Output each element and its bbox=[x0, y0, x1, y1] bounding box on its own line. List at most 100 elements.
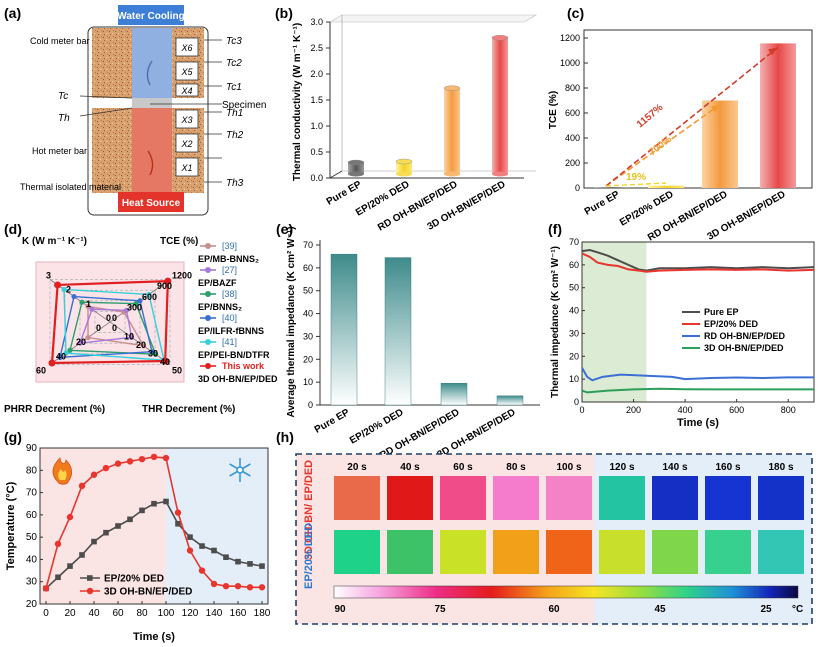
d-tick-label: 30 bbox=[148, 348, 158, 358]
panel-label-e: (e) bbox=[276, 221, 293, 237]
b-bars bbox=[347, 35, 509, 177]
d-legend-name: EP/MB-BNNS₂ bbox=[198, 254, 259, 264]
g-legend-marker bbox=[86, 587, 94, 595]
h-cell-row2 bbox=[387, 530, 433, 574]
e-bars bbox=[330, 253, 524, 406]
hot-meter-bar-left bbox=[92, 108, 132, 193]
panel-label-h: (h) bbox=[276, 429, 294, 445]
panel-h: (h) 20 s 40 s 60 s 80 s 100 s 120 s 140 s 160 s… bbox=[276, 429, 813, 625]
g-point-square bbox=[139, 507, 145, 514]
h-cell-row1 bbox=[546, 476, 592, 520]
h-cbar-tick: 75 bbox=[434, 604, 446, 615]
snowflake-icon bbox=[229, 458, 251, 482]
d-series-point bbox=[48, 359, 56, 367]
d-axis-tce-label: TCE (%) bbox=[160, 236, 198, 247]
g-point-square bbox=[211, 547, 217, 554]
c-arrow-19 bbox=[605, 182, 667, 187]
b-ytick-label: 2.5 bbox=[310, 43, 323, 53]
f-legend-label: EP/20% DED bbox=[704, 319, 759, 329]
f-xtick-label: 400 bbox=[678, 405, 693, 415]
h-cell-row1 bbox=[440, 476, 486, 520]
f-series-line bbox=[581, 252, 815, 273]
g-point-circle bbox=[42, 585, 50, 592]
h-cell-row2 bbox=[546, 530, 592, 574]
d-tick-label: 600 bbox=[142, 292, 157, 302]
f-xlabel: Time (s) bbox=[677, 417, 719, 429]
h-time-label: 140 s bbox=[662, 462, 687, 473]
b-bar-base bbox=[396, 171, 412, 177]
th3-label: Th3 bbox=[226, 178, 244, 189]
d-tick-label: 40 bbox=[160, 357, 170, 367]
g-point-circle bbox=[150, 453, 158, 461]
water-cooling-label: Water Cooling bbox=[117, 11, 184, 22]
h-time-label: 160 s bbox=[715, 462, 740, 473]
h-cell-row2 bbox=[493, 530, 539, 574]
c-frame bbox=[583, 29, 813, 189]
d-axis-phrr-label: PHRR Decrement (%) bbox=[4, 404, 105, 415]
g-point-square bbox=[199, 543, 205, 549]
d-legend-name: EP/BAZF bbox=[198, 278, 237, 288]
d-legend-ref: [41] bbox=[222, 337, 237, 347]
h-cell-row1 bbox=[334, 476, 380, 520]
d-legend-marker bbox=[205, 291, 211, 297]
f-xtick-label: 800 bbox=[781, 405, 796, 415]
c-xtick-label: Pure EP bbox=[583, 189, 622, 218]
panel-label-c: (c) bbox=[567, 5, 584, 21]
heat-source-box bbox=[118, 192, 184, 212]
c-arrow-700 bbox=[605, 103, 721, 187]
d-series-point bbox=[161, 357, 169, 365]
f-xtick-label: 200 bbox=[626, 405, 641, 415]
d-series-point bbox=[77, 340, 83, 346]
d-series-point bbox=[63, 350, 69, 356]
h-time-label: 40 s bbox=[400, 462, 420, 473]
d-legend-marker bbox=[205, 339, 211, 345]
cold-meter-bar-left bbox=[92, 28, 132, 98]
g-point-circle bbox=[126, 458, 134, 465]
c-ylabel: TCE (%) bbox=[548, 91, 559, 129]
g-xtick-label: 80 bbox=[136, 608, 148, 619]
g-point-circle bbox=[102, 464, 110, 472]
d-series-point bbox=[67, 347, 73, 353]
e-ylabel: Average thermal impedance (K cm² W⁻¹) bbox=[286, 226, 297, 417]
apparatus-frame bbox=[87, 26, 209, 216]
e-ytick-label: 50 bbox=[303, 286, 313, 296]
e-bar bbox=[440, 383, 468, 406]
d-tick-label: 1 bbox=[86, 299, 91, 309]
g-xtick-label: 60 bbox=[112, 608, 124, 619]
h-colorbar-ticks: 90 75 60 45 25 °C bbox=[334, 604, 803, 615]
d-legend-this-work: This work bbox=[222, 361, 265, 371]
d-series-point bbox=[149, 349, 155, 355]
h-row1-label: 3D OH-BN/ EP/DED bbox=[303, 460, 315, 560]
g-xtick-label: 140 bbox=[206, 608, 223, 619]
h-thermal-images: 20 s 40 s 60 s 80 s 100 s 120 s 140 s 160 s 180 … bbox=[334, 462, 804, 574]
h-time-label: 180 s bbox=[768, 462, 793, 473]
c-ytick-label: 200 bbox=[565, 158, 580, 168]
g-ytick-label: 90 bbox=[26, 443, 38, 454]
g-point-square bbox=[247, 561, 253, 567]
d-series-point bbox=[54, 281, 62, 289]
e-bar bbox=[496, 395, 524, 406]
d-series-point bbox=[164, 277, 172, 285]
water-cooling-box bbox=[118, 5, 184, 25]
g-legend-marker bbox=[87, 575, 93, 581]
d-tick-label: 300 bbox=[127, 302, 142, 312]
h-time-label: 100 s bbox=[556, 462, 581, 473]
g-point-square bbox=[187, 534, 193, 540]
b-ylabel: Thermal conductivity (W m⁻¹ K⁻¹) bbox=[292, 23, 303, 181]
h-cbar-tick: 25 bbox=[760, 604, 772, 615]
g-cool-region bbox=[166, 448, 268, 604]
tc-label: Tc bbox=[58, 91, 68, 102]
b-bar-base bbox=[348, 171, 364, 177]
e-ytick-label: 60 bbox=[303, 263, 313, 273]
panel-label-d: (d) bbox=[4, 221, 22, 237]
d-legend-name: EP/ILFR-fBNNS bbox=[198, 326, 264, 336]
f-ytick-label: 30 bbox=[569, 328, 579, 338]
panel-f: (f) 0 200 400 600 800 0 10 20 30 40 50 60 70 Time (s… bbox=[548, 221, 815, 429]
g-ylabel: Temperature (°C) bbox=[5, 481, 17, 570]
f-legend-label: 3D OH-BN/EP/DED bbox=[704, 343, 784, 353]
h-cell-row2 bbox=[652, 530, 698, 574]
b-bar bbox=[348, 162, 364, 174]
h-cell-row1 bbox=[599, 476, 645, 520]
g-point-square bbox=[91, 538, 97, 545]
